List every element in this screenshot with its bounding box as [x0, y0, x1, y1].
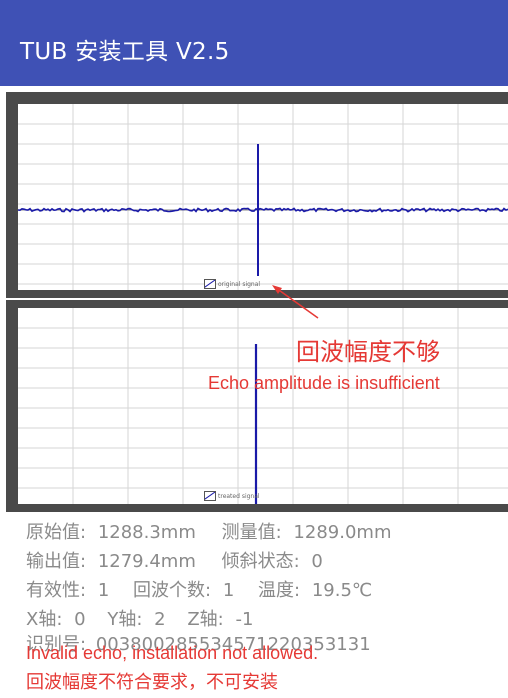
- measured-label: 测量值:: [221, 522, 282, 543]
- temp-value: 19.5℃: [311, 580, 373, 601]
- readings-row-5: 识别号: 003800285534571220353131: [26, 630, 371, 656]
- legend-swatch: [204, 491, 216, 501]
- z-axis-value: -1: [235, 609, 254, 630]
- invalid-echo-warning-en: Invalid echo, installation not allowed.: [26, 643, 319, 663]
- invalid-echo-warning-cn: 回波幅度不符合要求，不可安装: [26, 672, 278, 693]
- original-signal-trace: [18, 207, 508, 213]
- output-value: 1279.4mm: [97, 551, 196, 572]
- raw-value: 1288.3mm: [97, 522, 196, 543]
- id-label: 识别号:: [26, 634, 87, 655]
- legend-label: treated signal: [218, 492, 260, 500]
- original-signal-plot: [18, 104, 508, 290]
- y-axis-label: Y轴:: [107, 609, 143, 630]
- x-axis-label: X轴:: [26, 609, 63, 630]
- annotation-en: Echo amplitude is insufficient: [208, 373, 440, 393]
- raw-label: 原始值:: [26, 522, 87, 543]
- treated-signal-chart: treated signal: [18, 308, 508, 504]
- original-signal-legend: original signal: [204, 279, 260, 289]
- treated-signal-legend: treated signal: [204, 491, 260, 501]
- temp-label: 温度:: [258, 580, 301, 601]
- app-bar: TUB 安装工具 V2.5: [0, 0, 508, 86]
- treated-signal-plot: [18, 308, 508, 504]
- readings-row-1: 原始值: 1288.3mm 测量值: 1289.0mm: [26, 518, 391, 544]
- readings-row-4: X轴: 0 Y轴: 2 Z轴: -1: [26, 605, 253, 631]
- app-title: TUB 安装工具 V2.5: [20, 39, 230, 65]
- validity-value: 1: [97, 580, 110, 601]
- legend-swatch: [204, 279, 216, 289]
- treated-signal-panel: treated signal: [6, 300, 508, 512]
- measured-value: 1289.0mm: [293, 522, 392, 543]
- tilt-value: 0: [311, 551, 323, 572]
- x-axis-value: 0: [74, 609, 86, 630]
- original-signal-panel: original signal: [6, 92, 508, 298]
- annotation-cn: 回波幅度不够: [296, 338, 440, 366]
- echo-count-label: 回波个数:: [133, 580, 212, 601]
- id-value: 003800285534571220353131: [95, 634, 371, 655]
- original-signal-chart: original signal: [18, 104, 508, 290]
- legend-label: original signal: [218, 280, 261, 288]
- tilt-label: 倾斜状态:: [221, 551, 300, 572]
- validity-label: 有效性:: [26, 580, 87, 601]
- y-axis-value: 2: [154, 609, 166, 630]
- annotation-arrowhead: [272, 285, 282, 294]
- z-axis-label: Z轴:: [187, 609, 224, 630]
- readings-row-3: 有效性: 1 回波个数: 1 温度: 19.5℃: [26, 576, 372, 602]
- output-label: 输出值:: [26, 551, 87, 572]
- echo-count-value: 1: [222, 580, 235, 601]
- annotation-arrow: [275, 287, 319, 319]
- readings-row-2: 输出值: 1279.4mm 倾斜状态: 0: [26, 547, 323, 573]
